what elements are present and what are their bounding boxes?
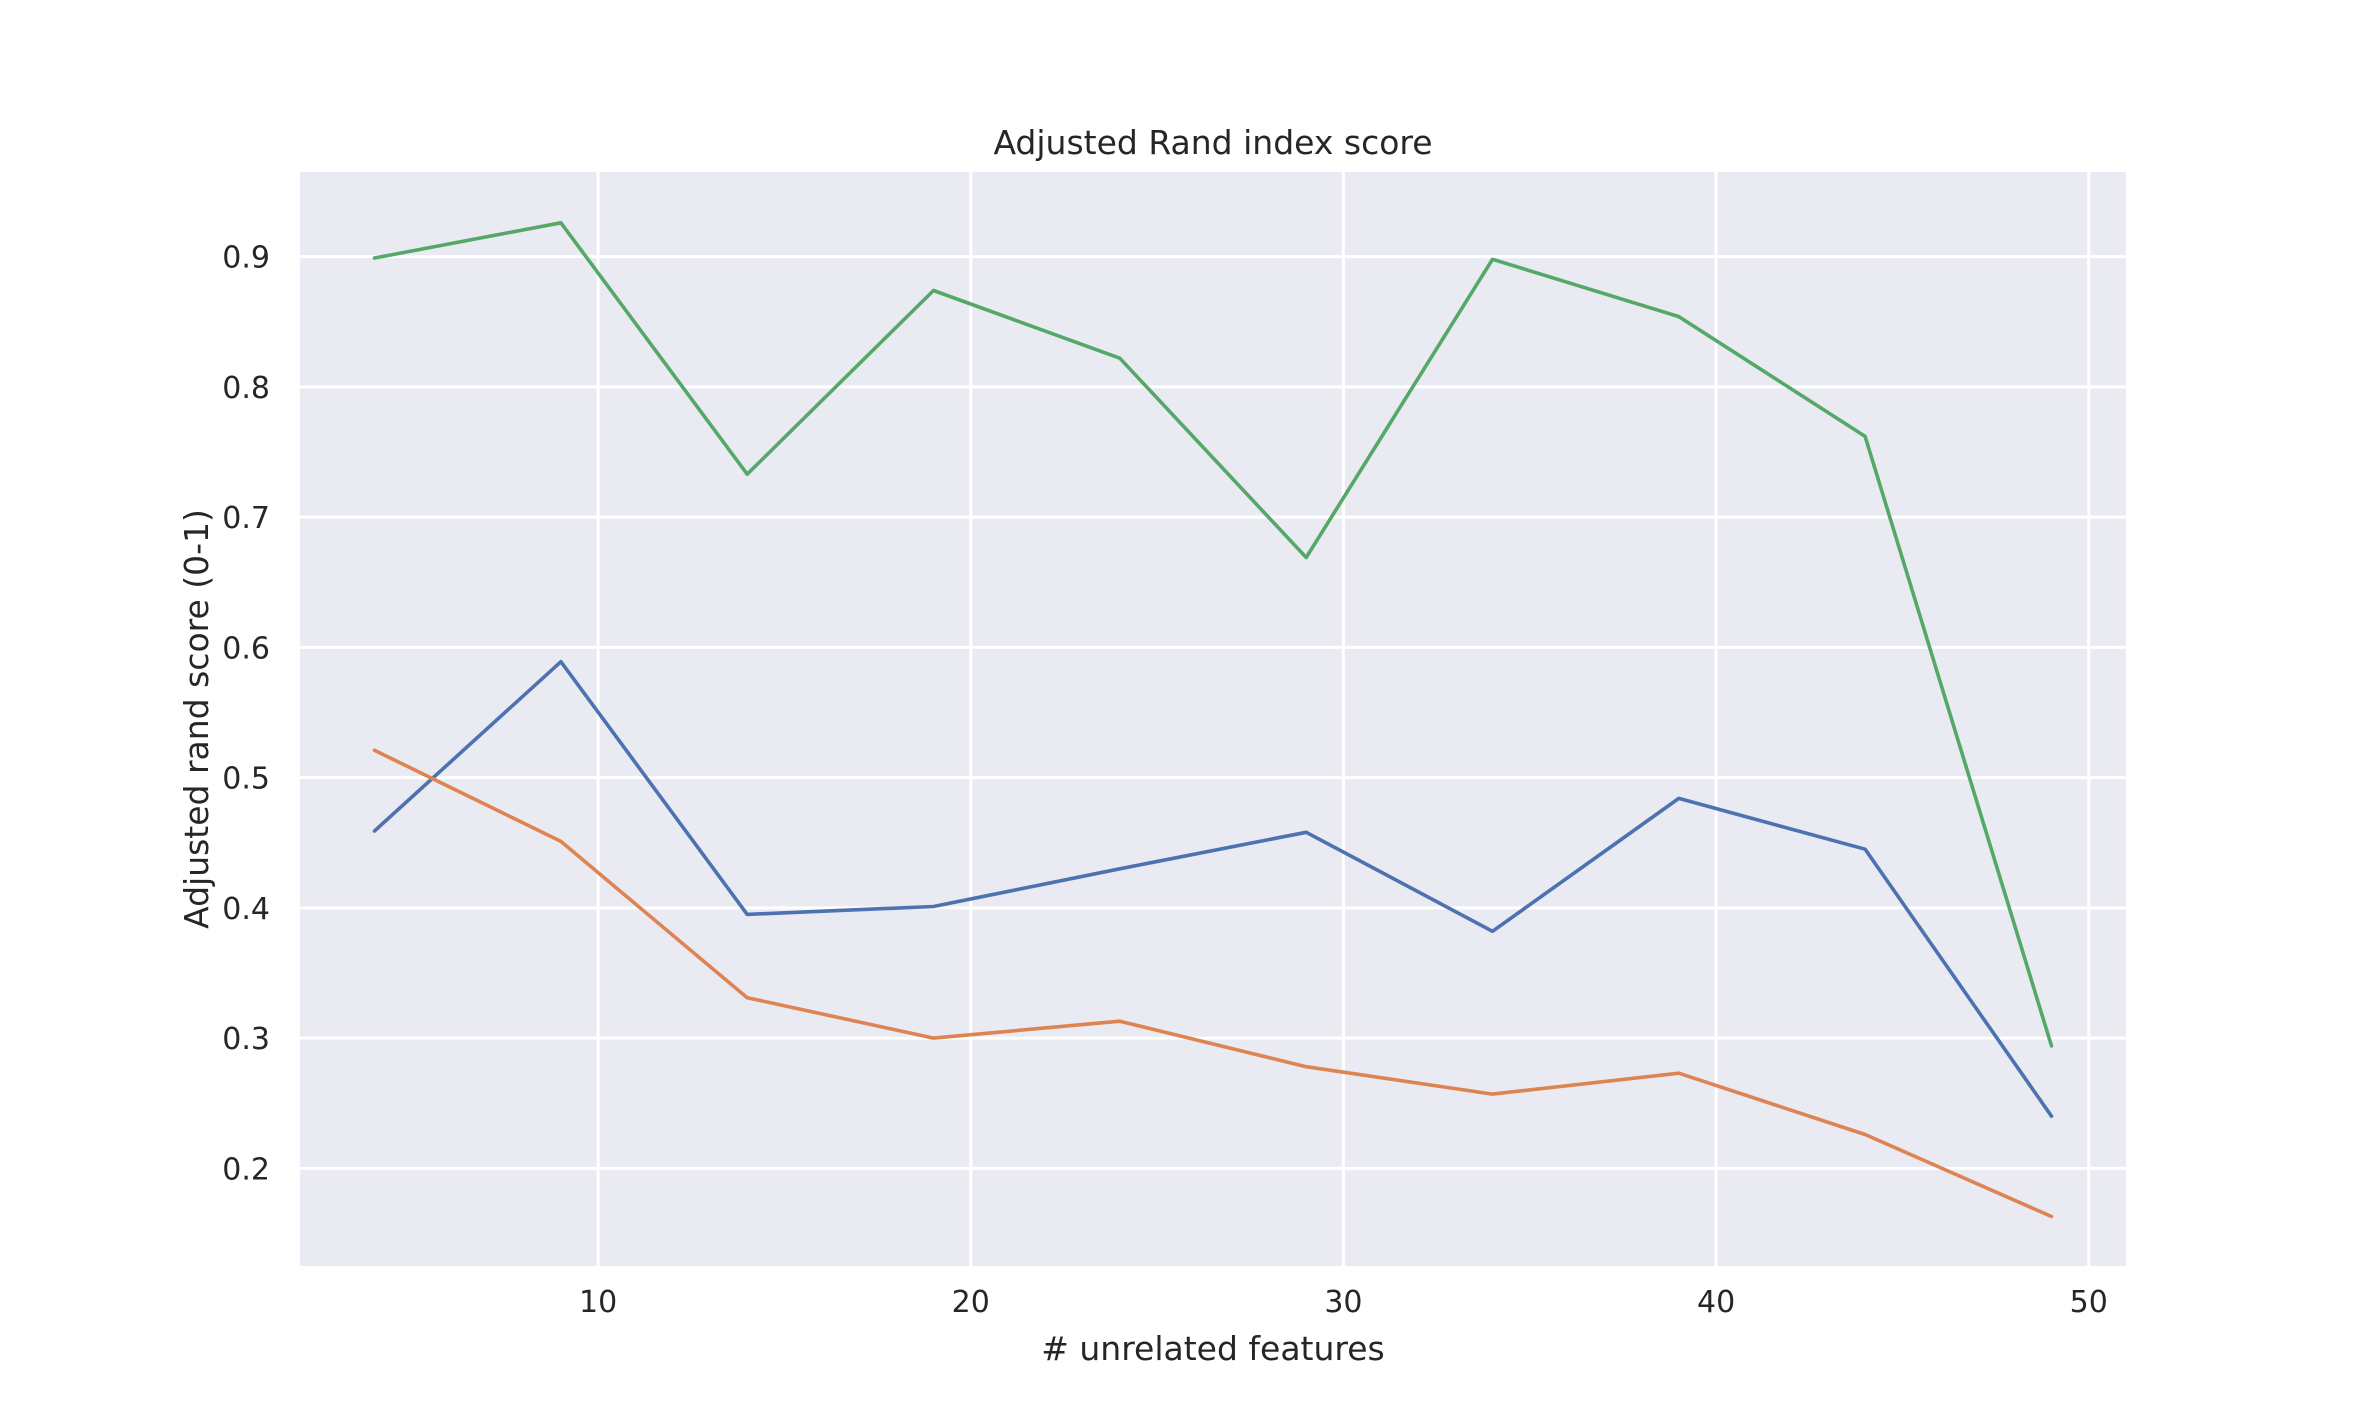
y-tick-label: 0.5 [222,762,270,797]
y-tick-label: 0.7 [222,501,270,536]
series-line-2 [372,748,2054,1219]
x-tick-label: 20 [952,1285,990,1320]
tick-labels: 10 20 30 40 50 0.2 0.3 0.4 0.5 0.6 0.7 0.8 0.9 [222,241,2108,1320]
plot-area [300,172,2126,1266]
y-tick-label: 0.3 [222,1022,270,1057]
y-tick-label: 0.9 [222,241,270,276]
series-group [372,221,2054,1219]
grid [300,172,2126,1266]
x-axis-label: # unrelated features [1041,1329,1385,1368]
x-tick-label: 10 [579,1285,617,1320]
y-tick-label: 0.6 [222,631,270,666]
y-tick-label: 0.2 [222,1152,270,1187]
y-tick-label: 0.4 [222,892,270,927]
x-tick-label: 50 [2070,1285,2108,1320]
y-tick-label: 0.8 [222,371,270,406]
x-tick-label: 40 [1697,1285,1735,1320]
series-line-3 [372,221,2054,1048]
series-line-1 [372,659,2054,1118]
x-tick-label: 30 [1324,1285,1362,1320]
chart-title: Adjusted Rand index score [993,123,1432,162]
y-axis-label: Adjusted rand score (0-1) [177,509,216,929]
